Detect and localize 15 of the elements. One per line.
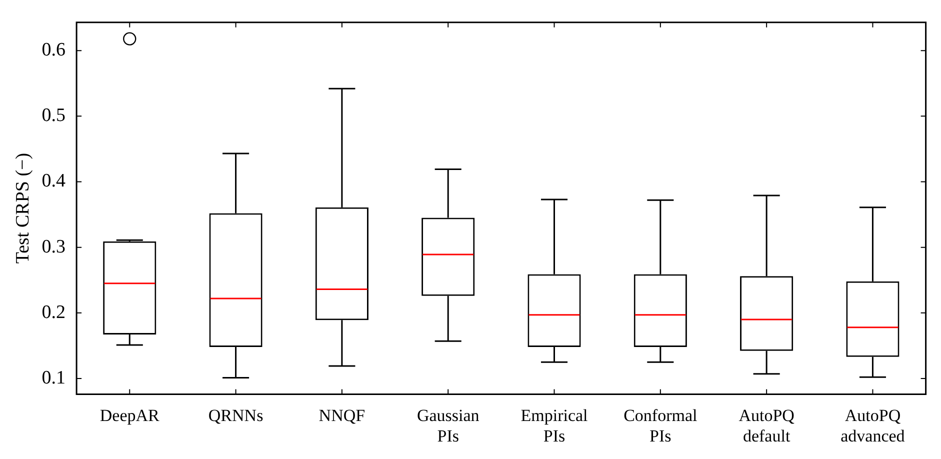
- x-tick-label: Gaussian PIs: [416, 406, 480, 446]
- x-tick-label: Conformal PIs: [624, 406, 698, 446]
- y-tick-label: 0.1: [42, 367, 66, 388]
- y-axis-title: Test CRPS (−): [12, 152, 34, 264]
- y-tick-label: 0.5: [42, 105, 66, 126]
- y-tick-label: 0.2: [42, 302, 66, 323]
- x-tick-label: QRNNs: [208, 406, 264, 425]
- x-tick-label: DeepAR: [100, 406, 160, 425]
- x-tick-label: Empirical PIs: [520, 406, 588, 446]
- y-tick-label: 0.3: [42, 236, 66, 258]
- y-tick-label: 0.4: [42, 170, 66, 192]
- x-tick-label: AutoPQ default: [738, 406, 794, 446]
- x-tick-label: AutoPQ advanced: [840, 406, 906, 446]
- y-tick-label: 0.6: [42, 40, 66, 61]
- x-tick-label: NNQF: [318, 406, 366, 425]
